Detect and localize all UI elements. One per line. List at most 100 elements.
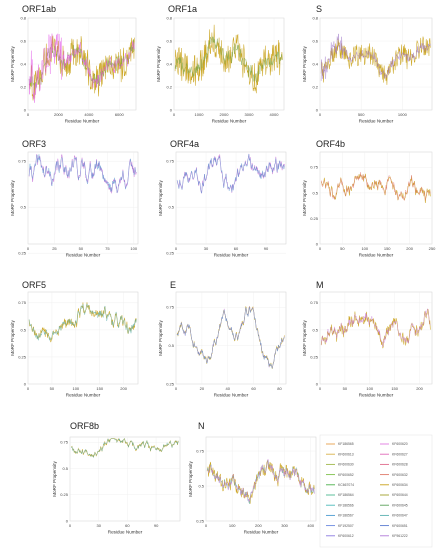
y-tick-label: 0.75 <box>18 159 27 164</box>
x-tick-label: 150 <box>391 386 398 391</box>
x-tick-label: 30 <box>96 523 101 528</box>
x-tick-label: 3000 <box>245 112 255 117</box>
y-tick-label: 0.25 <box>310 216 319 221</box>
series-line <box>174 36 283 83</box>
legend-label: KF600628 <box>392 463 408 467</box>
legend-label: KF600644 <box>392 493 408 497</box>
x-tick-label: 200 <box>255 523 262 528</box>
y-axis-label: MoRF Propensity <box>188 461 193 497</box>
legend-label: KF192507 <box>338 524 354 528</box>
panel-orf5: ORF5 0 0.25 0.5 0.75 0 50 100 150 200 Residue Numb… <box>10 280 139 398</box>
panel-orf4a: ORF4a 0.25 0.5 0.75 0 30 60 90 Residue Number MoR… <box>158 139 287 258</box>
x-tick-label: 0 <box>319 386 322 391</box>
x-tick-label: 0 <box>27 112 30 117</box>
panel-orf1a: ORF1a 0 0.2 0.4 0.6 0.8 0 1000 2000 3000 4000 Resid… <box>156 4 285 124</box>
panel-title: ORF5 <box>22 280 46 290</box>
x-tick-label: 100 <box>229 523 236 528</box>
x-axis-label: Residue Number <box>244 530 279 535</box>
y-tick-label: 0.75 <box>60 440 69 445</box>
legend-label: KC667074 <box>338 483 354 487</box>
x-tick-label: 0 <box>175 246 178 251</box>
plot-area <box>175 291 287 385</box>
legend-label: KF186564 <box>338 493 354 497</box>
x-tick-label: 90 <box>264 246 269 251</box>
y-axis-label: MoRF Propensity <box>302 46 307 82</box>
panel-title: M <box>316 280 324 290</box>
series-line <box>28 154 137 193</box>
y-tick-label: 0.5 <box>20 327 26 332</box>
x-tick-label: 200 <box>406 246 413 251</box>
y-tick-label: 0.4 <box>166 61 172 66</box>
x-axis-label: Residue Number <box>214 253 249 258</box>
legend-label: KF961222 <box>392 534 408 538</box>
x-tick-label: 50 <box>50 386 55 391</box>
x-tick-label: 4000 <box>270 112 280 117</box>
x-tick-label: 100 <box>72 386 79 391</box>
y-tick-label: 0.75 <box>18 300 27 305</box>
y-tick-label: 0.8 <box>312 15 318 20</box>
y-tick-label: 0 <box>170 107 173 112</box>
panel-title: ORF1ab <box>22 4 56 14</box>
series-line <box>206 458 315 502</box>
y-axis-label: MoRF Propensity <box>10 180 15 216</box>
legend-label: KF600645 <box>392 503 408 507</box>
series-line <box>176 307 285 370</box>
y-tick-label: 0.25 <box>310 354 319 359</box>
y-tick-label: 0.5 <box>312 327 318 332</box>
legend-label: KF600651 <box>392 524 408 528</box>
x-axis-label: Residue Number <box>66 253 101 258</box>
panel-title: ORF4b <box>316 139 345 149</box>
x-tick-label: 6000 <box>115 112 125 117</box>
x-tick-label: 150 <box>96 386 103 391</box>
y-tick-label: 0.5 <box>198 483 204 488</box>
y-tick-label: 0.25 <box>60 492 69 497</box>
x-tick-label: 1000 <box>195 112 205 117</box>
x-tick-label: 0 <box>319 246 322 251</box>
panel-title: ORF4a <box>170 139 199 149</box>
plot-area <box>319 151 433 245</box>
legend-label: KF186565 <box>338 442 354 446</box>
y-tick-label: 0.75 <box>166 305 175 310</box>
series-line <box>174 24 283 94</box>
x-tick-label: 250 <box>429 246 436 251</box>
legend-label: KF600627 <box>392 452 408 456</box>
y-tick-label: 0.8 <box>166 15 172 20</box>
series-line <box>28 303 137 342</box>
panel-orf4b: ORF4b 0 0.25 0.5 0.75 0 50 100 150 200 250 Residue … <box>302 139 436 258</box>
panel-orf3: ORF3 0.25 0.5 0.75 0 25 50 75 100 Residue Number M… <box>10 139 139 258</box>
x-tick-label: 100 <box>366 386 373 391</box>
x-tick-label: 0 <box>69 523 72 528</box>
series-line <box>28 33 135 103</box>
y-axis-label: MoRF Propensity <box>302 320 307 356</box>
x-axis-label: Residue Number <box>108 530 143 535</box>
x-tick-label: 100 <box>361 246 368 251</box>
x-tick-label: 2000 <box>54 112 64 117</box>
panel-title: ORF1a <box>168 4 197 14</box>
y-tick-label: 0.6 <box>20 38 26 43</box>
y-axis-label: MoRF Propensity <box>10 320 15 356</box>
x-tick-label: 300 <box>281 523 288 528</box>
legend-label: KF600647 <box>392 514 408 518</box>
plot-area <box>175 151 287 245</box>
panel-e: E 0.25 0.5 0.75 0 20 40 60 80 Residue Number MoRF … <box>158 280 287 398</box>
y-tick-label: 0.25 <box>18 354 27 359</box>
x-tick-label: 400 <box>307 523 314 528</box>
x-tick-label: 0 <box>173 112 176 117</box>
panel-s: S 0 0.2 0.4 0.6 0.8 0 500 1000 Residue Number MoRF… <box>302 4 433 124</box>
series-line <box>70 437 179 458</box>
x-tick-label: 0 <box>175 386 178 391</box>
y-tick-label: 0.2 <box>312 84 318 89</box>
y-tick-label: 0.2 <box>20 84 26 89</box>
x-tick-label: 200 <box>120 386 127 391</box>
y-axis-label: MoRF Propensity <box>156 46 161 82</box>
y-tick-label: 0 <box>24 381 27 386</box>
x-tick-label: 150 <box>384 246 391 251</box>
panel-orf8b: ORF8b 0 0.25 0.5 0.75 0 30 60 90 Residue Number Mo… <box>52 421 181 535</box>
legend-label: KF600632 <box>392 473 408 477</box>
y-tick-label: 0 <box>316 381 319 386</box>
y-tick-label: 0.8 <box>20 15 26 20</box>
x-tick-label: 200 <box>416 386 423 391</box>
x-tick-label: 50 <box>79 246 84 251</box>
y-tick-label: 0.5 <box>168 343 174 348</box>
y-axis-label: MoRF Propensity <box>158 180 163 216</box>
